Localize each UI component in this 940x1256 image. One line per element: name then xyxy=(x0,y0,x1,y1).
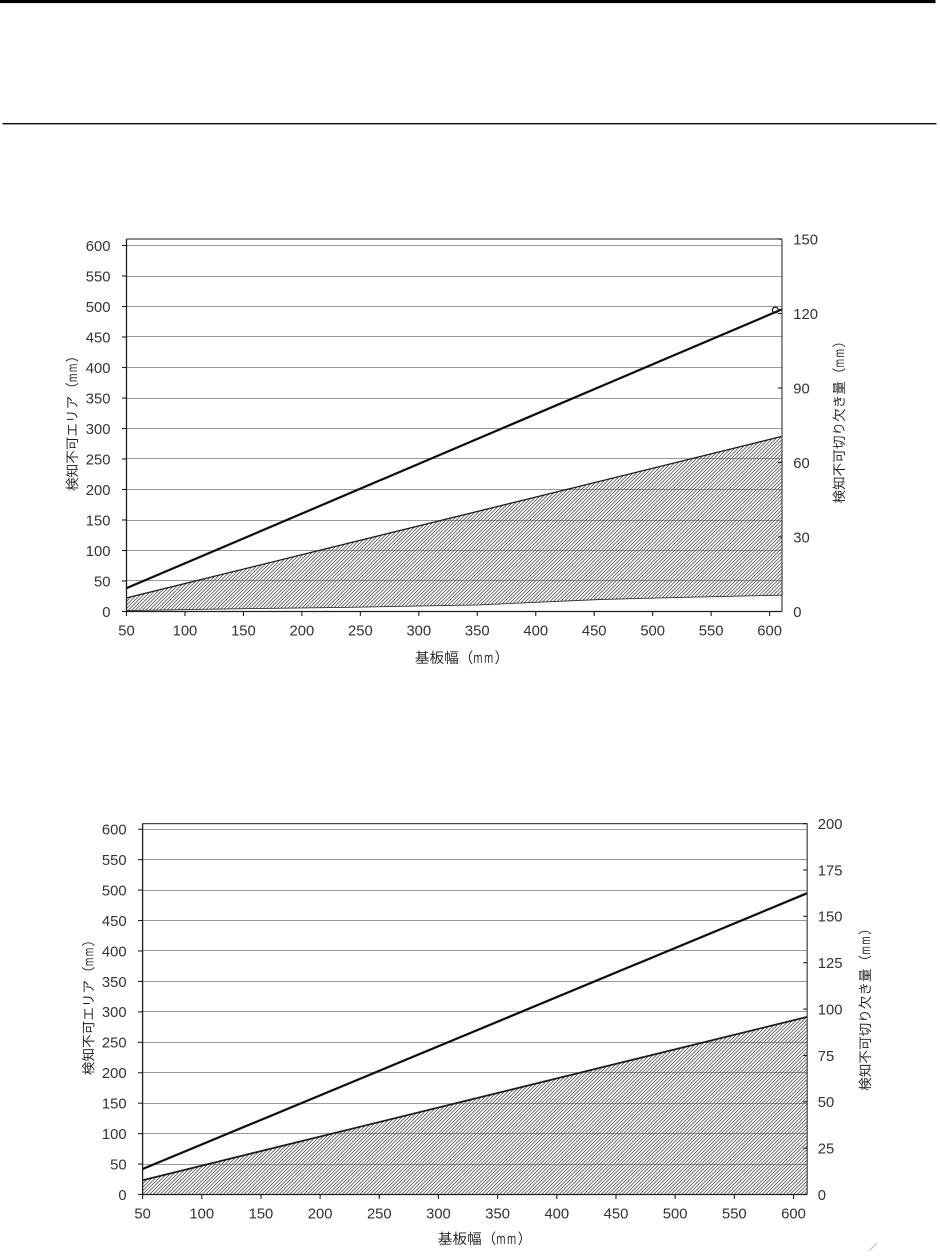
svg-text:200: 200 xyxy=(86,483,111,499)
svg-text:150: 150 xyxy=(818,910,843,926)
svg-text:600: 600 xyxy=(102,823,127,839)
svg-text:550: 550 xyxy=(699,623,724,639)
svg-text:30: 30 xyxy=(793,530,809,546)
svg-text:100: 100 xyxy=(86,544,111,560)
svg-text:100: 100 xyxy=(173,623,198,639)
svg-text:250: 250 xyxy=(102,1036,127,1052)
svg-text:200: 200 xyxy=(818,817,843,833)
svg-text:75: 75 xyxy=(818,1049,834,1065)
svg-text:50: 50 xyxy=(110,1157,126,1173)
svg-text:90: 90 xyxy=(793,381,809,397)
svg-text:100: 100 xyxy=(818,1002,843,1018)
svg-text:600: 600 xyxy=(781,1206,806,1222)
svg-text:400: 400 xyxy=(523,623,548,639)
svg-text:100: 100 xyxy=(189,1206,214,1222)
svg-text:300: 300 xyxy=(426,1206,451,1222)
svg-text:0: 0 xyxy=(102,605,110,621)
svg-text:500: 500 xyxy=(663,1206,688,1222)
svg-text:300: 300 xyxy=(86,422,111,438)
svg-text:600: 600 xyxy=(86,239,111,255)
svg-text:0: 0 xyxy=(793,605,801,621)
svg-text:25: 25 xyxy=(818,1142,834,1158)
svg-text:150: 150 xyxy=(102,1097,127,1113)
svg-text:200: 200 xyxy=(290,623,315,639)
svg-text:0: 0 xyxy=(818,1188,826,1204)
svg-text:50: 50 xyxy=(134,1206,150,1222)
svg-text:250: 250 xyxy=(348,623,373,639)
svg-text:350: 350 xyxy=(465,623,490,639)
svg-text:50: 50 xyxy=(818,1095,834,1111)
svg-text:175: 175 xyxy=(818,863,843,879)
svg-text:200: 200 xyxy=(308,1206,333,1222)
svg-text:150: 150 xyxy=(249,1206,274,1222)
svg-text:0: 0 xyxy=(118,1188,126,1204)
svg-text:50: 50 xyxy=(94,574,110,590)
svg-text:450: 450 xyxy=(582,623,607,639)
svg-text:300: 300 xyxy=(102,1005,127,1021)
svg-text:250: 250 xyxy=(86,452,111,468)
svg-text:350: 350 xyxy=(86,391,111,407)
svg-text:400: 400 xyxy=(102,944,127,960)
svg-text:150: 150 xyxy=(86,513,111,529)
svg-text:500: 500 xyxy=(86,300,111,316)
svg-text:500: 500 xyxy=(102,883,127,899)
svg-text:150: 150 xyxy=(793,232,818,248)
svg-text:450: 450 xyxy=(86,330,111,346)
svg-text:120: 120 xyxy=(793,307,818,323)
svg-text:500: 500 xyxy=(640,623,665,639)
svg-text:100: 100 xyxy=(102,1127,127,1143)
svg-text:550: 550 xyxy=(86,269,111,285)
svg-text:550: 550 xyxy=(102,853,127,869)
svg-text:125: 125 xyxy=(818,956,843,972)
svg-text:150: 150 xyxy=(231,623,256,639)
svg-text:350: 350 xyxy=(485,1206,510,1222)
svg-text:50: 50 xyxy=(118,623,134,639)
svg-text:400: 400 xyxy=(544,1206,569,1222)
svg-text:450: 450 xyxy=(604,1206,629,1222)
svg-text:400: 400 xyxy=(86,361,111,377)
svg-text:600: 600 xyxy=(757,623,782,639)
svg-text:300: 300 xyxy=(406,623,431,639)
svg-text:350: 350 xyxy=(102,975,127,991)
svg-text:550: 550 xyxy=(722,1206,747,1222)
svg-text:200: 200 xyxy=(102,1066,127,1082)
svg-text:250: 250 xyxy=(367,1206,392,1222)
svg-text:450: 450 xyxy=(102,914,127,930)
svg-text:60: 60 xyxy=(793,456,809,472)
